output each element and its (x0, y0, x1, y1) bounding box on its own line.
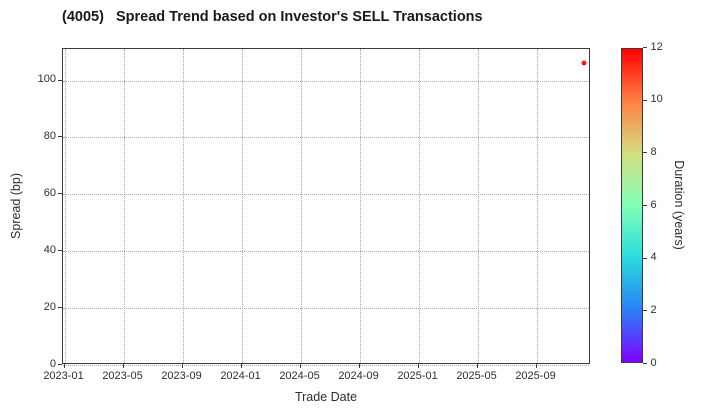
y-tick-label: 80 (43, 129, 56, 142)
gridline-vertical (182, 48, 184, 363)
gridline-vertical (300, 48, 302, 363)
x-tick-label: 2025-09 (515, 369, 556, 382)
x-tick-label: 2025-01 (397, 369, 438, 382)
x-tick-label: 2023-09 (161, 369, 202, 382)
gridline-horizontal (62, 194, 589, 196)
y-axis-label: Spread (bp) (9, 172, 23, 239)
y-tick-label: 0 (49, 357, 56, 370)
x-tick-mark (535, 364, 537, 368)
colorbar-tick-label: 6 (650, 198, 657, 211)
y-tick-label: 20 (43, 300, 56, 313)
colorbar-tick-mark (643, 205, 647, 206)
y-tick-label: 40 (43, 243, 56, 256)
x-tick-mark (299, 364, 301, 368)
colorbar-tick-label: 8 (650, 145, 657, 158)
x-tick-label: 2023-05 (102, 369, 143, 382)
gridline-vertical (64, 48, 66, 363)
colorbar-tick-mark (643, 257, 647, 259)
x-tick-mark (240, 364, 242, 368)
colorbar-tick-mark (643, 99, 647, 101)
y-tick-mark (58, 136, 62, 138)
x-tick-mark (358, 364, 360, 368)
colorbar-label: Duration (years) (672, 160, 686, 250)
chart-title: (4005) Spread Trend based on Investor's … (62, 9, 483, 25)
colorbar-tick-mark (643, 152, 647, 154)
gridline-vertical (418, 48, 420, 363)
y-tick-mark (58, 364, 62, 365)
x-tick-mark (476, 364, 478, 368)
colorbar-tick-label: 2 (650, 303, 657, 316)
colorbar-tick-mark (643, 363, 647, 364)
colorbar-tick-label: 4 (650, 251, 657, 264)
x-tick-label: 2024-01 (220, 369, 261, 382)
colorbar-tick-mark (643, 47, 647, 48)
colorbar (620, 47, 643, 363)
y-tick-mark (58, 307, 62, 309)
x-tick-mark (122, 364, 124, 368)
gridline-vertical (123, 48, 125, 363)
gridline-vertical (241, 48, 243, 363)
scatter-point (581, 60, 587, 66)
x-tick-label: 2023-01 (43, 369, 84, 382)
y-tick-mark (58, 250, 62, 252)
x-tick-mark (181, 364, 183, 368)
x-tick-mark (417, 364, 419, 368)
gridline-horizontal (62, 365, 589, 366)
x-tick-label: 2025-05 (456, 369, 497, 382)
y-tick-mark (58, 193, 62, 195)
y-tick-label: 100 (37, 73, 56, 86)
gridline-horizontal (62, 308, 589, 310)
x-tick-label: 2024-09 (338, 369, 379, 382)
colorbar-tick-label: 10 (650, 93, 663, 106)
gridline-horizontal (62, 80, 589, 82)
colorbar-tick-label: 12 (650, 40, 663, 53)
x-tick-mark (63, 364, 65, 368)
colorbar-tick-mark (643, 310, 647, 312)
gridline-vertical (359, 48, 361, 363)
gridline-horizontal (62, 251, 589, 253)
gridline-vertical (477, 48, 479, 363)
plot-area (61, 47, 590, 366)
colorbar-tick-label: 0 (650, 356, 657, 369)
gridline-vertical (536, 48, 538, 363)
x-axis-label: Trade Date (294, 390, 358, 404)
x-tick-label: 2024-05 (279, 369, 320, 382)
y-tick-label: 60 (43, 186, 56, 199)
gridline-horizontal (62, 137, 589, 139)
y-tick-mark (58, 79, 62, 81)
